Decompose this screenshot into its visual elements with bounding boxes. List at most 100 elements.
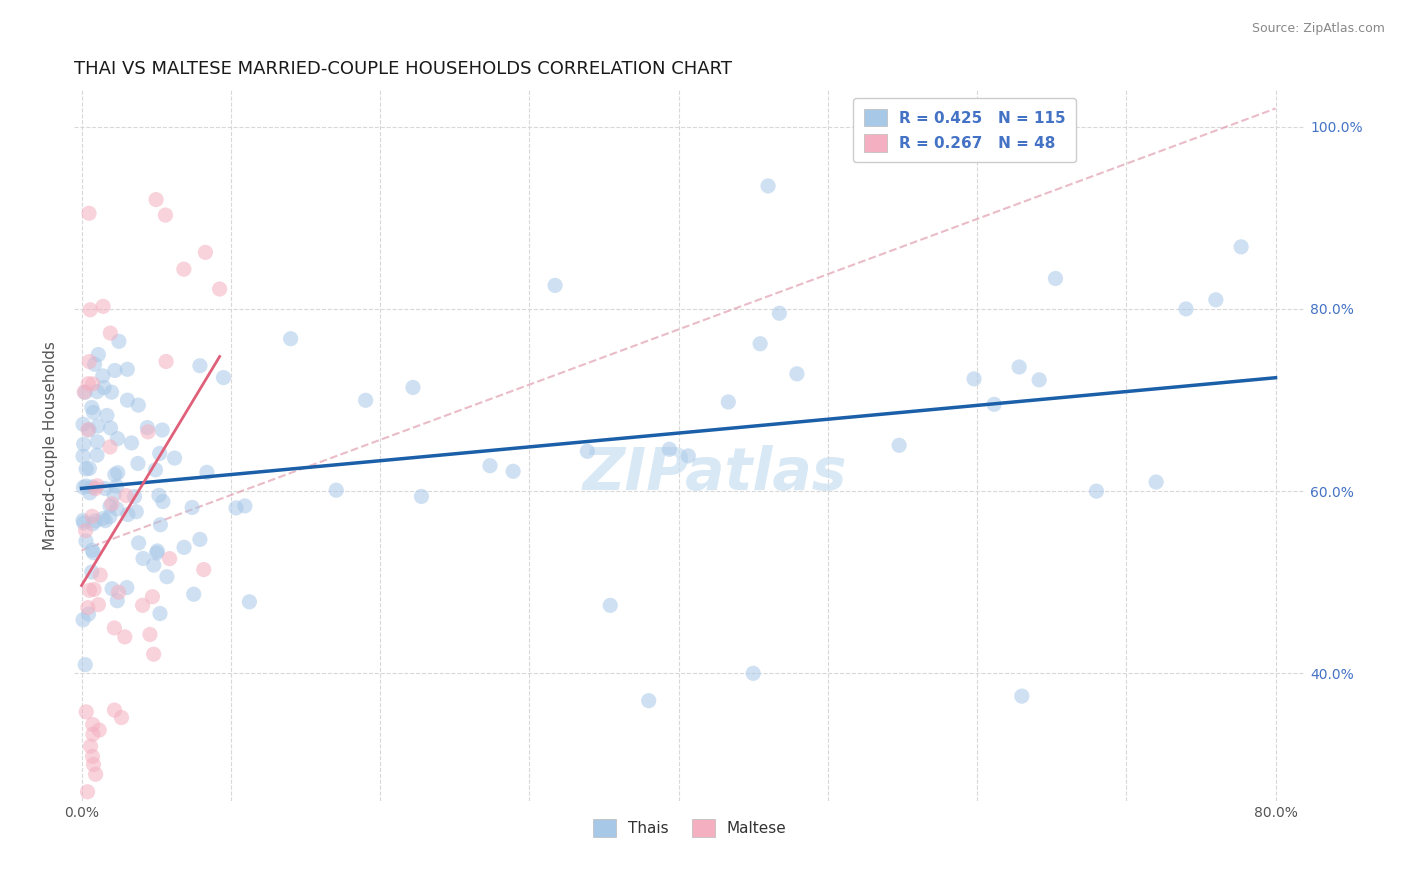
Point xyxy=(72,417,94,432)
Point xyxy=(145,193,167,207)
Point xyxy=(79,739,101,754)
Point xyxy=(131,599,153,613)
Point xyxy=(82,480,104,494)
Point xyxy=(73,437,96,451)
Point xyxy=(75,534,97,549)
Point xyxy=(76,600,98,615)
Point xyxy=(1205,293,1227,307)
Point xyxy=(84,482,107,496)
Point xyxy=(183,587,205,601)
Point xyxy=(114,630,136,644)
Point xyxy=(98,440,121,454)
Point xyxy=(77,423,100,437)
Point xyxy=(83,357,105,371)
Point xyxy=(141,590,163,604)
Point xyxy=(1175,301,1198,316)
Point xyxy=(121,436,143,450)
Point xyxy=(75,462,97,476)
Point xyxy=(1230,240,1253,254)
Point xyxy=(599,599,621,613)
Point xyxy=(77,607,100,621)
Point xyxy=(103,488,125,502)
Point xyxy=(127,457,149,471)
Point xyxy=(107,466,129,480)
Point xyxy=(91,299,114,313)
Point xyxy=(110,710,132,724)
Point xyxy=(1028,373,1050,387)
Point xyxy=(193,563,215,577)
Point xyxy=(80,401,103,415)
Point xyxy=(104,363,127,377)
Point xyxy=(86,448,108,462)
Point xyxy=(104,467,127,482)
Point xyxy=(91,511,114,525)
Point xyxy=(93,381,115,395)
Point xyxy=(105,502,128,516)
Point xyxy=(150,423,173,437)
Point xyxy=(142,647,165,661)
Point xyxy=(79,583,101,598)
Point xyxy=(749,336,772,351)
Legend: Thais, Maltese: Thais, Maltese xyxy=(586,814,793,843)
Point xyxy=(136,420,159,434)
Point xyxy=(73,516,96,530)
Point xyxy=(212,370,235,384)
Point xyxy=(84,767,107,781)
Point xyxy=(983,397,1005,411)
Point xyxy=(87,347,110,361)
Point xyxy=(148,488,170,502)
Point xyxy=(195,466,218,480)
Point xyxy=(96,409,118,423)
Point xyxy=(163,451,186,466)
Point xyxy=(146,544,169,558)
Point xyxy=(155,354,177,368)
Point xyxy=(742,666,765,681)
Point xyxy=(152,494,174,508)
Point xyxy=(108,334,131,349)
Point xyxy=(82,543,104,558)
Point xyxy=(637,693,659,707)
Point xyxy=(72,480,94,494)
Point xyxy=(117,508,139,522)
Point xyxy=(77,423,100,437)
Point xyxy=(159,551,181,566)
Point xyxy=(80,565,103,579)
Point xyxy=(115,489,138,503)
Point xyxy=(544,278,567,293)
Point xyxy=(103,703,125,717)
Text: Source: ZipAtlas.com: Source: ZipAtlas.com xyxy=(1251,22,1385,36)
Point xyxy=(75,524,97,538)
Point xyxy=(115,581,138,595)
Point xyxy=(149,446,172,460)
Point xyxy=(86,384,108,399)
Point xyxy=(84,514,107,528)
Point xyxy=(132,551,155,566)
Point xyxy=(238,595,260,609)
Point xyxy=(756,178,779,193)
Point xyxy=(79,461,101,475)
Point xyxy=(181,500,204,515)
Point xyxy=(188,359,211,373)
Point xyxy=(101,582,124,596)
Point xyxy=(194,245,217,260)
Point xyxy=(89,723,111,737)
Point xyxy=(502,464,524,478)
Point xyxy=(325,483,347,498)
Point xyxy=(233,499,256,513)
Point xyxy=(208,282,231,296)
Point xyxy=(72,449,94,463)
Point xyxy=(100,421,122,435)
Point xyxy=(887,438,910,452)
Point xyxy=(72,513,94,527)
Point xyxy=(73,384,96,399)
Point xyxy=(117,362,139,376)
Point xyxy=(103,621,125,635)
Point xyxy=(156,570,179,584)
Text: THAI VS MALTESE MARRIED-COUPLE HOUSEHOLDS CORRELATION CHART: THAI VS MALTESE MARRIED-COUPLE HOUSEHOLD… xyxy=(75,60,733,78)
Point xyxy=(173,262,195,277)
Point xyxy=(479,458,502,473)
Point xyxy=(91,368,114,383)
Point xyxy=(105,593,128,607)
Point xyxy=(1144,475,1167,489)
Point xyxy=(75,479,97,493)
